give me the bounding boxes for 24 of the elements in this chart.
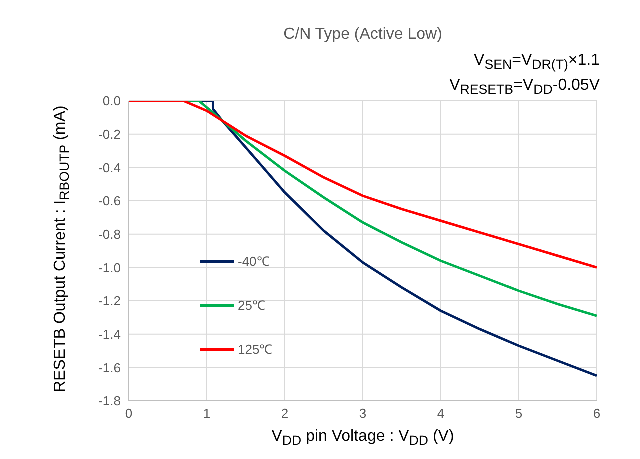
x-tick-label: 1 bbox=[203, 406, 211, 422]
y-tick-label: -1.8 bbox=[98, 394, 121, 409]
y-tick-label: 0.0 bbox=[102, 94, 121, 109]
legend-label: 25℃ bbox=[238, 297, 266, 314]
x-tick-label: 0 bbox=[125, 406, 133, 422]
y-tick-label: -0.2 bbox=[98, 126, 121, 142]
legend-label: -40℃ bbox=[238, 253, 270, 270]
x-tick-label: 4 bbox=[437, 406, 445, 422]
text: V$_{RESETB}$=V$_{DD}$-0.05V bbox=[450, 77, 600, 98]
x-tick-label: 3 bbox=[359, 406, 367, 422]
y-tick-label: -1.2 bbox=[98, 294, 121, 309]
x-tick-label: 5 bbox=[515, 406, 523, 422]
y-tick-label: -0.4 bbox=[98, 160, 121, 176]
y-tick-label: -1.0 bbox=[98, 260, 121, 276]
x-tick-label: 2 bbox=[281, 406, 289, 422]
y-tick-label: -0.8 bbox=[98, 226, 121, 242]
y-tick-label: -1.4 bbox=[98, 326, 121, 342]
x-tick-label: 6 bbox=[593, 406, 601, 422]
x-axis-title: V$_{DD}$ pin Voltage : V$_{DD}$ (V) bbox=[270, 428, 456, 448]
chart-title: C/N Type (Active Low) bbox=[282, 26, 444, 44]
y-tick-label: -1.6 bbox=[98, 360, 121, 376]
y-tick-label: -0.6 bbox=[98, 194, 121, 209]
legend-label: 125℃ bbox=[238, 341, 273, 358]
text: V$_{SEN}$=V$_{DR(T)}$×1.1 bbox=[474, 52, 600, 72]
